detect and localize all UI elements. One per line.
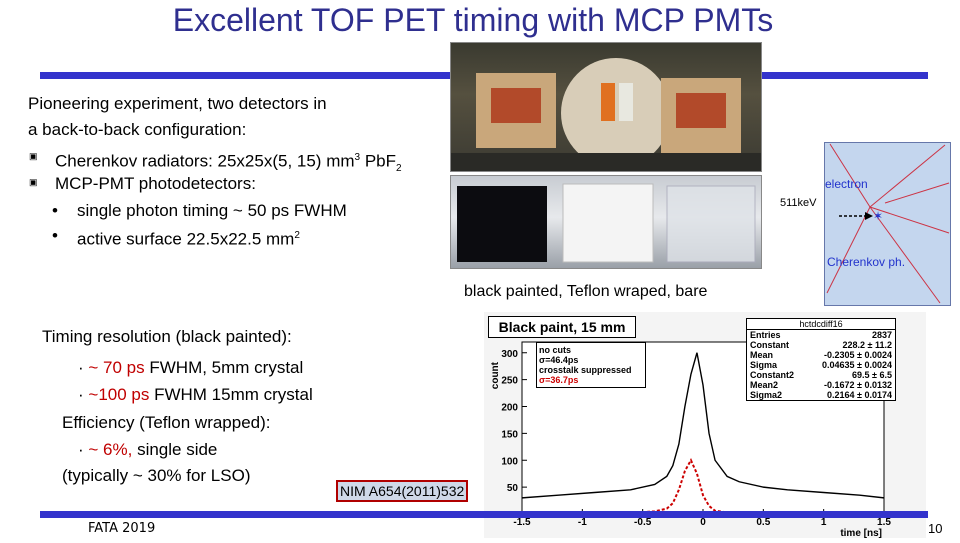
square-bullet-icon: ▣ [29,151,38,161]
label-electron: electron [825,177,868,191]
stats-value: -0.1672 ± 0.0132 [824,380,892,390]
chart-title: Black paint, 15 mm [488,316,636,338]
y-tick-label: 150 [501,429,518,440]
cherenkov-sub: 2 [396,163,402,175]
label-cherenkov-photons: Cherenkov ph. [827,255,906,269]
legend-entry: no cuts [539,345,572,355]
square-bullet-icon: ▣ [29,177,38,187]
stats-key: Mean2 [750,380,779,390]
stats-row: Sigma 0.04635 ± 0.0024 [747,360,895,370]
efficiency-percent: ~ 6%, [88,440,138,459]
x-tick-label: 1 [821,517,827,528]
legend-entry: σ=46.4ps [539,355,579,365]
legend-entry: σ=36.7ps [539,375,579,385]
chart-legend: no cuts σ=46.4ps crosstalk suppressed σ=36.… [536,342,646,388]
stats-value: 0.2164 ± 0.0174 [827,390,892,400]
timing-5mm-value: ~ 70 ps [88,358,150,377]
crystals-photo [450,175,762,269]
series-line-1 [521,352,885,499]
x-tick-label: -1 [578,517,587,528]
stats-key: Sigma2 [750,390,783,400]
cherenkov-lines: ✶ [826,143,950,304]
x-tick-label: 0.5 [756,517,770,528]
efficiency-value: · ~ 6%, single side [78,440,218,459]
stats-value: 69.5 ± 6.5 [852,370,892,380]
timing-15mm-label: FWHM 15mm crystal [154,385,313,404]
photo-caption: black painted, Teflon wraped, bare [464,283,708,300]
svg-text:✶: ✶ [873,209,883,223]
cherenkov-text: Cherenkov radiators: 25x25x(5, 15) mm [55,151,355,171]
sub-bullet-timing: single photon timing ~ 50 ps FWHM [77,201,347,220]
sub-bullet-dot: • [52,226,58,245]
sub-bullet-dot: • [52,201,58,220]
stats-rows: Entries 2837 Constant 228.2 ± 11.2 Mean -0.23… [747,330,895,400]
stats-value: 228.2 ± 11.2 [842,340,892,350]
footer-divider [40,511,928,518]
apparatus-illustration [451,58,761,171]
stats-row: Mean -0.2305 ± 0.0024 [747,350,895,360]
cherenkov-material: PbF [360,151,396,171]
timing-15mm: · ~100 ps FWHM 15mm crystal [78,385,313,404]
cherenkov-sup: 3 [354,152,361,163]
reference-box: NIM A654(2011)532 [336,480,469,502]
timing-5mm-label: FWHM, 5mm crystal [149,358,304,377]
slide-title: Excellent TOF PET timing with MCP PMTs [172,2,774,38]
crystals-illustration [457,183,756,263]
x-tick-label: -0.5 [634,517,652,528]
efficiency-heading: Efficiency (Teflon wrapped): [62,413,271,432]
apparatus-photo [450,42,762,172]
stats-value: 2837 [871,330,892,340]
timing-heading: Timing resolution (black painted): [42,327,292,346]
x-tick-label: -1.5 [513,517,531,528]
surface-sup: 2 [294,230,300,241]
stats-row: Constant2 69.5 ± 6.5 [747,370,895,380]
stats-key: Entries [750,330,781,340]
bullet-cherenkov: Cherenkov radiators: 25x25x(5, 15) mm3 P… [55,145,402,182]
stats-row: Sigma2 0.2164 ± 0.0174 [747,390,895,400]
stats-key: Mean [750,350,774,360]
intro-line-2: a back-to-back configuration: [28,120,247,139]
x-tick-label: 0 [700,517,706,528]
stats-row: Constant 228.2 ± 11.2 [747,340,895,350]
bullet-mcp: MCP-PMT photodetectors: [55,174,256,193]
stats-value: -0.2305 ± 0.0024 [824,350,892,360]
sub-bullet-surface: active surface 22.5x22.5 mm2 [77,223,300,253]
stats-box: hctdcdiff16 Entries 2837 Constant 228.2 ± 1… [746,318,896,401]
efficiency-lso-note: (typically ~ 30% for LSO) [62,466,251,485]
footer-left: FATA 2019 [88,521,156,536]
surface-text: active surface 22.5x22.5 mm [77,229,295,249]
stats-row: Mean2 -0.1672 ± 0.0132 [747,380,895,390]
stats-value: 0.04635 ± 0.0024 [821,360,892,370]
stats-key: Constant2 [750,370,795,380]
y-tick-label: 50 [507,483,519,494]
x-tick-label: 1.5 [877,517,891,528]
timing-histogram: 050100150200250300-1.5-1-0.500.511.5time… [484,312,926,539]
legend-rows: no cuts σ=46.4ps crosstalk suppressed σ=36.… [539,345,643,385]
intro-line-1: Pioneering experiment, two detectors in [28,94,327,113]
label-511kev: 511keV [780,197,817,209]
timing-5mm: · ~ 70 ps FWHM, 5mm crystal [78,358,304,377]
y-tick-label: 250 [501,376,518,387]
cherenkov-diagram: ✶ electron Cherenkov ph. [824,142,951,306]
stats-key: Constant [750,340,789,350]
x-axis-label: time [ns] [840,528,882,538]
y-tick-label: 200 [501,403,518,414]
legend-entry: crosstalk suppressed [539,365,632,375]
stats-header: hctdcdiff16 [747,319,895,330]
y-tick-label: 300 [501,349,518,360]
stats-row: Entries 2837 [747,330,895,340]
efficiency-label: single side [137,440,218,459]
y-axis-label: count [490,361,501,389]
stats-key: Sigma [750,360,778,370]
timing-15mm-value: ~100 ps [88,385,155,404]
page-number: 10 [928,521,943,536]
y-tick-label: 100 [501,456,518,467]
